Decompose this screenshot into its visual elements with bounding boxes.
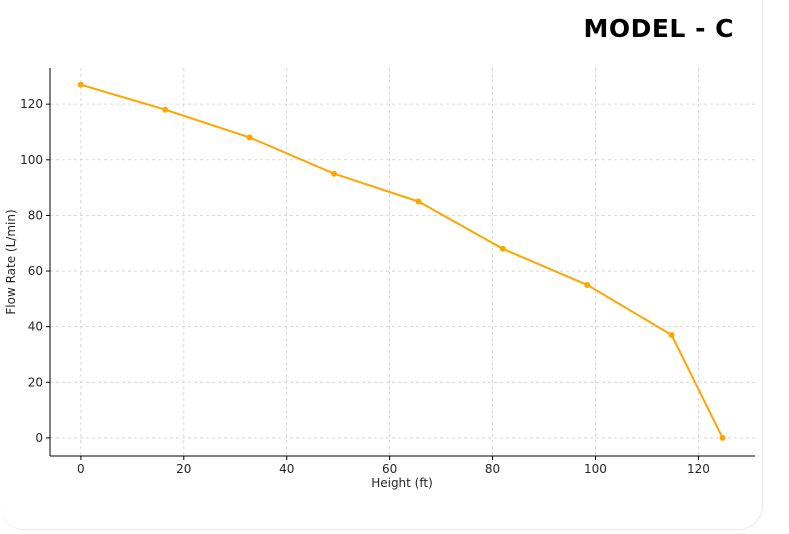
y-tick-label: 100	[20, 153, 43, 167]
series	[77, 81, 726, 441]
x-tick-label: 120	[687, 462, 710, 476]
grid-lines	[50, 68, 755, 456]
x-tick-label: 20	[176, 462, 191, 476]
data-point	[246, 134, 253, 141]
x-tick-label: 0	[77, 462, 85, 476]
x-tick-label: 100	[584, 462, 607, 476]
chart-card: MODEL - C	[0, 0, 763, 530]
tick-labels: 0 20 40 60 80 100 120 0 20 40 60 80 100 120	[20, 97, 710, 476]
x-tick-label: 60	[382, 462, 397, 476]
data-point	[415, 198, 422, 205]
y-tick-label: 60	[28, 264, 43, 278]
data-point	[499, 245, 506, 252]
y-tick-label: 80	[28, 208, 43, 222]
x-axis-label: Height (ft)	[371, 476, 433, 490]
data-point	[584, 281, 591, 288]
data-point	[162, 106, 169, 113]
y-tick-label: 40	[28, 320, 43, 334]
data-point	[77, 81, 84, 88]
axes	[49, 68, 755, 457]
y-axis-label: Flow Rate (L/min)	[4, 209, 18, 314]
y-tick-label: 0	[35, 431, 43, 445]
x-tick-label: 40	[279, 462, 294, 476]
y-tick-label: 120	[20, 97, 43, 111]
data-point	[331, 170, 338, 177]
data-point	[668, 332, 675, 339]
data-point	[719, 434, 726, 441]
y-tick-label: 20	[28, 375, 43, 389]
chart-title: MODEL - C	[583, 14, 734, 43]
series-line	[80, 83, 724, 439]
x-tick-label: 80	[485, 462, 500, 476]
